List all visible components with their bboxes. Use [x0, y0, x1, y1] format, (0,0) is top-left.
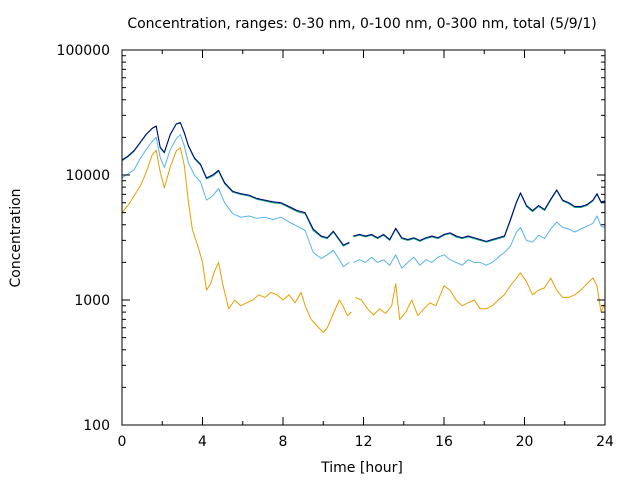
series-1-line-segment-1 [121, 147, 352, 333]
plot-frame [121, 49, 606, 426]
y-tick-label: 100000 [57, 43, 110, 59]
x-tick-label: 8 [279, 434, 288, 450]
x-tick-label: 12 [355, 434, 373, 450]
y-axis-label: Concentration [8, 188, 24, 287]
y-tick-label: 10000 [65, 168, 110, 184]
series-1-line-segment-2 [355, 272, 606, 320]
x-tick-label: 20 [516, 434, 534, 450]
series-2-line-segment-2 [353, 215, 606, 269]
series-4-line-segment-2 [353, 189, 606, 242]
x-tick-label: 4 [198, 434, 207, 450]
series-3-line-segment-1 [121, 122, 350, 247]
series-4-line-segment-1 [121, 122, 350, 246]
chart-title: Concentration, ranges: 0-30 nm, 0-100 nm… [127, 16, 596, 32]
y-tick-label: 1000 [74, 293, 110, 309]
x-tick-label: 0 [118, 434, 127, 450]
x-tick-label: 24 [596, 434, 614, 450]
axis-layer: 0 4 8 12 16 20 24 100 1000 10000 100000 [57, 43, 614, 450]
y-tick-label: 100 [83, 418, 110, 434]
series-2-line-segment-1 [121, 134, 350, 268]
x-tick-label: 16 [435, 434, 453, 450]
x-axis-label: Time [hour] [320, 460, 403, 476]
series-3-line-segment-2 [353, 190, 606, 243]
series-layer [121, 122, 606, 333]
